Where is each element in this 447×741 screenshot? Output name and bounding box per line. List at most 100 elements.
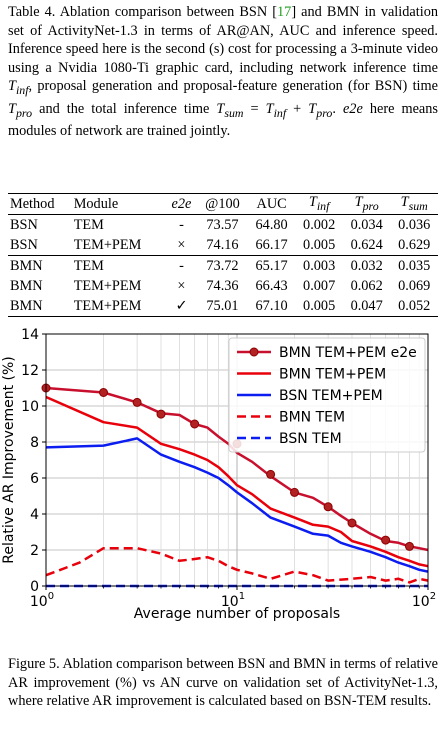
table-row: BSN TEM - 73.57 64.80 0.002 0.034 0.036 bbox=[8, 215, 438, 236]
cell-t-pro: 0.062 bbox=[350, 277, 383, 294]
chart-legend: BMN TEM+PEM e2e BMN TEM+PEM BSN TEM+PEM BMN… bbox=[228, 337, 426, 453]
e2e-term: e2e bbox=[342, 100, 363, 117]
header-method: Method bbox=[8, 193, 72, 215]
sym-t-inf: T bbox=[8, 78, 16, 95]
series-line bbox=[45, 395, 429, 568]
y-tick-label: 10 bbox=[21, 399, 39, 415]
cell-t-sum: 0.069 bbox=[398, 277, 431, 294]
sym-t-inf-2: T bbox=[265, 100, 274, 117]
table-row: BMN TEM+PEM × 74.36 66.43 0.007 0.062 0.… bbox=[8, 276, 438, 296]
cell-e2e: × bbox=[177, 277, 186, 294]
cell-auc: 67.10 bbox=[247, 296, 296, 317]
legend-label: BMN TEM bbox=[279, 410, 345, 426]
chart-ticks: 0 2 4 6 8 10 12 14 100 101 102 bbox=[21, 327, 436, 610]
x-tick-label: 102 bbox=[412, 591, 436, 610]
series-marker bbox=[404, 541, 414, 551]
series-marker bbox=[190, 419, 200, 429]
header-t-sum-sub: sum bbox=[408, 198, 428, 213]
legend-label: BSN TEM+PEM bbox=[279, 388, 383, 404]
cell-method: BMN bbox=[10, 277, 43, 294]
table-label: Table 4. bbox=[8, 4, 56, 20]
table-row: BMN TEM+PEM ✓ 75.01 67.10 0.005 0.047 0.… bbox=[8, 296, 438, 317]
series-marker bbox=[323, 502, 333, 512]
equals-sign: = bbox=[243, 100, 266, 117]
series-marker bbox=[381, 535, 391, 545]
relative-ar-chart: 0 2 4 6 8 10 12 14 100 101 102 Average number of p… bbox=[1, 327, 436, 622]
table-header-row: Method Module e2e @100 AUC Tinf Tpro Tsu… bbox=[8, 193, 438, 215]
x-tick-label: 100 bbox=[30, 591, 54, 610]
cell-t-inf: 0.005 bbox=[303, 236, 336, 253]
series-marker bbox=[132, 397, 142, 407]
cell-module: TEM bbox=[73, 216, 104, 233]
cell-e2e: - bbox=[179, 216, 184, 233]
cell-module: TEM bbox=[71, 255, 166, 276]
x-tick-label: 101 bbox=[221, 591, 245, 610]
caption-text-3: , proposal generation and proposal-featu… bbox=[28, 78, 438, 95]
caption-text-1: Ablation comparison between BSN [ bbox=[59, 4, 278, 20]
cell-t-inf: 0.003 bbox=[295, 255, 343, 276]
cell-module: TEM+PEM bbox=[73, 236, 142, 253]
cell-e2e: - bbox=[165, 255, 198, 276]
cell-auc: 65.17 bbox=[247, 255, 296, 276]
legend-label: BMN TEM+PEM bbox=[279, 367, 386, 383]
cell-t-inf: 0.002 bbox=[303, 216, 336, 233]
y-tick-label: 8 bbox=[30, 435, 39, 451]
period: . bbox=[332, 100, 343, 117]
caption-text-5: here means modules of network are traine… bbox=[8, 100, 438, 140]
header-t-pro: Tpro bbox=[342, 193, 391, 215]
caption-text-4: and the total inference time bbox=[32, 100, 217, 117]
y-tick-label: 2 bbox=[30, 543, 39, 559]
y-tick-label: 6 bbox=[30, 471, 39, 487]
y-tick-label: 12 bbox=[21, 363, 39, 379]
legend-label: BMN TEM+PEM e2e bbox=[279, 345, 417, 361]
series-marker bbox=[156, 409, 166, 419]
header-t-pro-sub: pro bbox=[362, 198, 379, 213]
cell-t-sum: 0.629 bbox=[398, 236, 431, 253]
cell-t-sum: 0.036 bbox=[398, 216, 431, 233]
series-marker bbox=[266, 469, 276, 479]
cell-t-pro: 0.624 bbox=[350, 236, 383, 253]
header-ar100: @100 bbox=[197, 193, 248, 215]
series-marker bbox=[98, 388, 108, 397]
citation-link[interactable]: 17 bbox=[277, 4, 292, 20]
series-marker bbox=[289, 487, 299, 497]
cell-ar100: 73.57 bbox=[206, 216, 239, 233]
cell-method: BMN bbox=[8, 255, 72, 276]
header-auc: AUC bbox=[247, 193, 296, 215]
series-line bbox=[45, 546, 429, 584]
cell-t-inf: 0.007 bbox=[303, 277, 336, 294]
sym-t-pro-2: T bbox=[308, 100, 317, 117]
table-caption: Table 4. Ablation comparison between BSN… bbox=[8, 3, 438, 141]
caption-text-2: ] and BMN in validation set of ActivityN… bbox=[8, 4, 438, 76]
cell-ar100: 75.01 bbox=[197, 296, 248, 317]
legend-marker bbox=[249, 347, 259, 357]
y-axis-label: Relative AR Improvement (%) bbox=[1, 356, 17, 564]
cell-module: TEM+PEM bbox=[73, 277, 142, 294]
legend-box bbox=[228, 337, 426, 453]
cell-t-pro: 0.034 bbox=[350, 216, 383, 233]
sym-t-sum: T bbox=[216, 100, 225, 117]
cell-ar100: 74.36 bbox=[206, 277, 239, 294]
y-tick-label: 4 bbox=[30, 507, 39, 523]
ablation-table: Method Module e2e @100 AUC Tinf Tpro Tsu… bbox=[8, 193, 438, 317]
header-module: Module bbox=[71, 193, 166, 215]
legend-label: BSN TEM bbox=[279, 431, 342, 447]
cell-module: TEM+PEM bbox=[71, 296, 166, 317]
table-row: BSN TEM+PEM × 74.16 66.17 0.005 0.624 0.… bbox=[8, 235, 438, 256]
cell-e2e: ✓ bbox=[165, 296, 198, 317]
cell-method: BSN bbox=[10, 236, 38, 253]
plus-sign: + bbox=[286, 100, 309, 117]
figure-caption: Figure 5. Ablation comparison between BS… bbox=[8, 656, 438, 710]
cell-t-pro: 0.047 bbox=[342, 296, 391, 317]
sym-t-pro: T bbox=[8, 100, 16, 117]
header-t-inf-sub: inf bbox=[316, 198, 330, 213]
header-t-sum: Tsum bbox=[390, 193, 438, 215]
y-tick-label: 0 bbox=[30, 579, 39, 595]
cell-t-pro: 0.032 bbox=[342, 255, 391, 276]
series-line bbox=[45, 437, 429, 573]
sub-pro-2: pro bbox=[316, 105, 333, 120]
cell-method: BSN bbox=[10, 216, 38, 233]
series-marker bbox=[347, 518, 357, 528]
header-t-inf-sym: T bbox=[308, 194, 317, 211]
x-axis-label: Average number of proposals bbox=[134, 606, 340, 622]
